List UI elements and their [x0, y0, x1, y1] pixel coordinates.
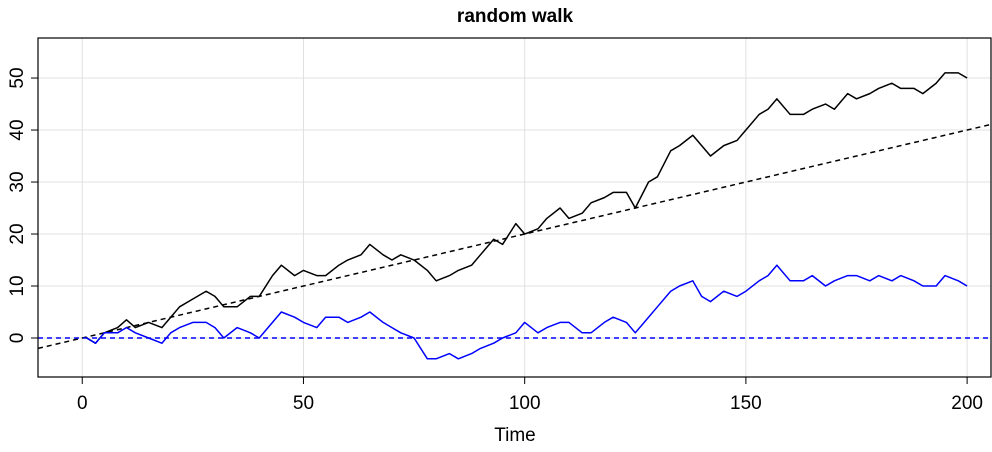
chart-title: random walk: [457, 6, 574, 27]
y-tick-label: 40: [7, 119, 28, 140]
y-tick-label: 10: [7, 275, 28, 296]
y-tick-label: 30: [7, 171, 28, 192]
series-line: [86, 72, 968, 344]
x-tick-label: 100: [509, 393, 541, 414]
x-axis-label: Time: [494, 425, 536, 446]
reference-line: [38, 123, 991, 350]
x-tick-label: 200: [951, 393, 983, 414]
y-tick-label: 0: [7, 333, 28, 344]
x-tick-label: 150: [730, 393, 762, 414]
plot-frame: [37, 37, 992, 378]
series-line: [86, 264, 968, 360]
y-tick-label: 20: [7, 223, 28, 244]
x-tick-label: 50: [293, 393, 314, 414]
y-tick-label: 50: [7, 67, 28, 88]
x-tick-label: 0: [77, 393, 88, 414]
